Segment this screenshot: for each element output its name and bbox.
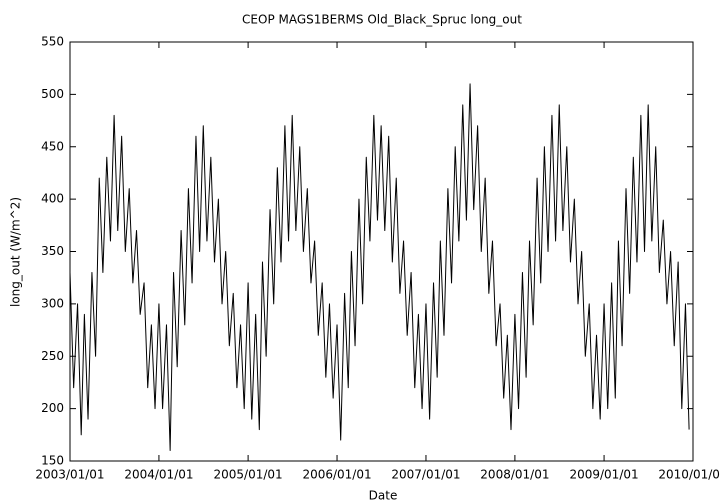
x-tick-label: 2005/01/01 <box>214 468 283 482</box>
x-tick-label: 2008/01/01 <box>480 468 549 482</box>
x-tick-label: 2003/01/01 <box>35 468 104 482</box>
x-tick-label: 2004/01/01 <box>124 468 193 482</box>
y-tick-label: 400 <box>41 192 64 206</box>
y-tick-label: 350 <box>41 244 64 258</box>
y-tick-label: 450 <box>41 139 64 153</box>
y-tick-label: 550 <box>41 35 64 49</box>
chart-title: CEOP MAGS1BERMS Old_Black_Spruc long_out <box>242 13 522 27</box>
x-tick-label: 2007/01/01 <box>391 468 460 482</box>
y-axis-label: long_out (W/m^2) <box>9 197 23 307</box>
y-tick-label: 250 <box>41 349 64 363</box>
y-tick-label: 150 <box>41 454 64 468</box>
x-axis-label: Date <box>369 489 398 503</box>
x-tick-label: 2009/01/01 <box>569 468 638 482</box>
data-line <box>69 83 690 452</box>
y-tick-label: 300 <box>41 296 64 310</box>
y-tick-label: 200 <box>41 401 64 415</box>
y-tick-label: 500 <box>41 87 64 101</box>
x-tick-label: 2010/01/01 <box>658 468 720 482</box>
x-tick-label: 2006/01/01 <box>302 468 371 482</box>
